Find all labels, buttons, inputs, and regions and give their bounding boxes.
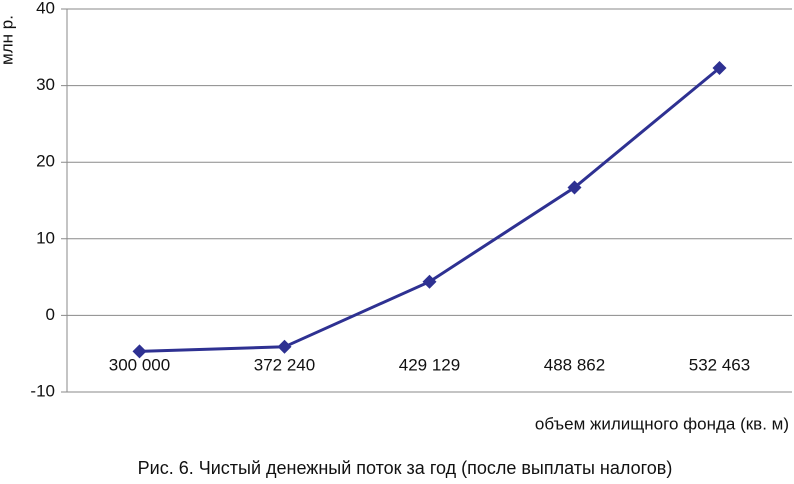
y-tick-label: 10 bbox=[36, 228, 55, 247]
x-tick-label: 532 463 bbox=[689, 355, 750, 374]
marker bbox=[712, 60, 727, 75]
line bbox=[139, 66, 721, 353]
y-tick-label: -10 bbox=[30, 381, 55, 400]
y-axis-label: млн р. bbox=[0, 15, 16, 65]
x-tick-label: 300 000 bbox=[109, 355, 170, 374]
y-tick-label: 20 bbox=[36, 152, 55, 171]
y-tick-label: 40 bbox=[36, 0, 55, 17]
y-tick-label: 30 bbox=[36, 75, 55, 94]
caption: Рис. 6. Чистый денежный поток за год (по… bbox=[138, 458, 673, 478]
y-tick-label: 0 bbox=[46, 305, 55, 324]
x-axis-label: объем жилищного фонда (кв. м) bbox=[535, 414, 789, 433]
marker bbox=[132, 344, 147, 359]
x-tick-label: 429 129 bbox=[399, 355, 460, 374]
marker bbox=[422, 274, 437, 289]
x-tick-label: 372 240 bbox=[254, 355, 315, 374]
marker bbox=[277, 339, 292, 354]
x-tick-label: 488 862 bbox=[544, 355, 605, 374]
marker bbox=[567, 180, 582, 195]
